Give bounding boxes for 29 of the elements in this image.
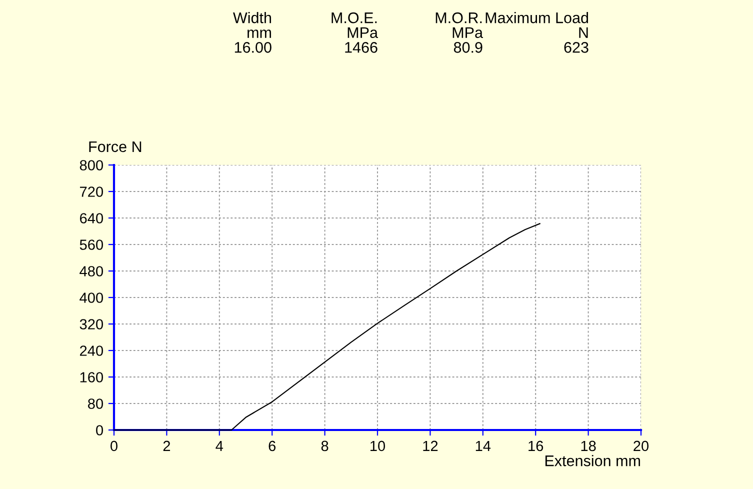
text: M.O.R. MPa 80.9 — [436, 12, 483, 53]
text: M.O.E. MPa 1466 — [332, 12, 378, 53]
y-tick-label: 80 — [88, 398, 104, 409]
x-axis-title: Extension mm — [545, 455, 640, 466]
x-tick-label: 4 — [216, 440, 224, 451]
y-tick-label: 640 — [80, 213, 104, 224]
y-tick-label: 800 — [80, 160, 104, 170]
x-tick-label: 2 — [163, 440, 170, 451]
x-tick-label: 18 — [581, 440, 596, 452]
x-tick-label: 14 — [476, 440, 491, 451]
y-axis-title: Force N — [89, 141, 142, 152]
x-tick-label: 16 — [528, 440, 544, 452]
text: Width mm 16.00 — [233, 12, 272, 53]
y-tick-label: 400 — [80, 292, 104, 303]
x-tick-label: 12 — [423, 440, 438, 451]
x-tick-label: 0 — [110, 440, 118, 452]
y-tick-label: 160 — [80, 372, 104, 382]
x-tick-label: 6 — [268, 440, 276, 452]
y-tick-label: 720 — [80, 186, 104, 197]
y-tick-label: 560 — [80, 240, 104, 250]
line-series — [113, 223, 540, 431]
x-tick-label: 20 — [634, 440, 649, 452]
x-tick-label: 8 — [321, 440, 328, 452]
y-tick-label: 320 — [80, 319, 104, 330]
y-tick-label: 0 — [96, 425, 104, 436]
y-tick-label: 240 — [80, 346, 104, 356]
x-tick-label: 10 — [370, 440, 386, 452]
y-tick-label: 480 — [80, 266, 104, 276]
text: Maximum Load N 623 — [486, 12, 588, 53]
